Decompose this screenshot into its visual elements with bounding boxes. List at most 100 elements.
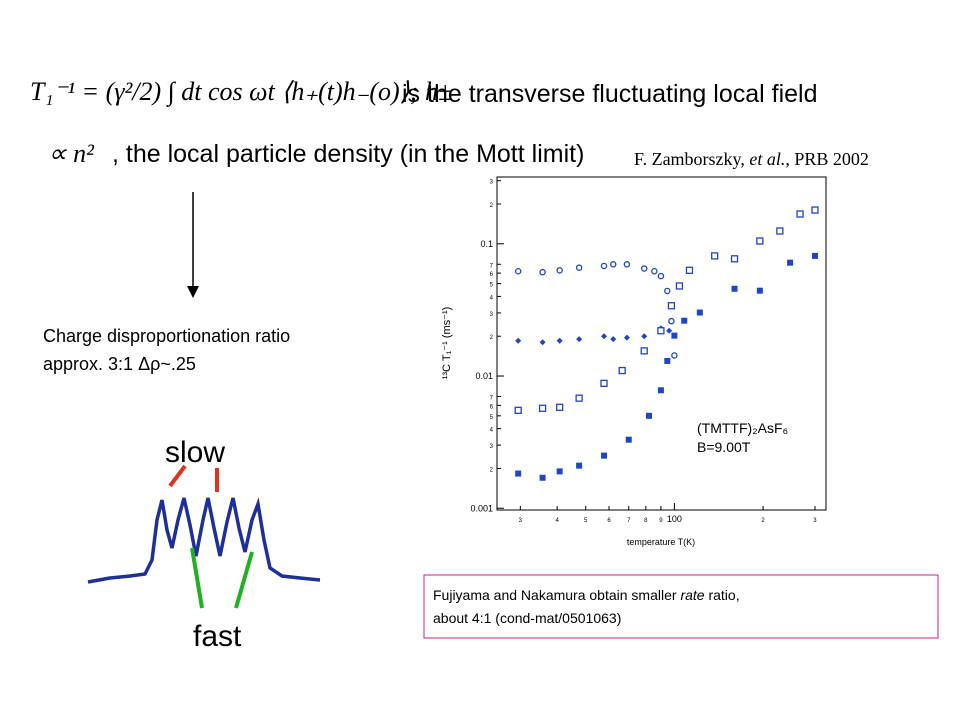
point bbox=[645, 412, 652, 419]
note-part: rate bbox=[680, 587, 704, 603]
point bbox=[640, 265, 648, 272]
point bbox=[787, 259, 794, 266]
arrow-head bbox=[187, 286, 199, 298]
point bbox=[600, 379, 608, 388]
point bbox=[657, 387, 664, 394]
y-tick-label: 3 bbox=[490, 312, 494, 318]
point bbox=[664, 357, 671, 364]
point bbox=[730, 255, 739, 263]
x-tick-label: 2 bbox=[761, 518, 765, 524]
point bbox=[685, 266, 694, 274]
point bbox=[623, 334, 630, 341]
slow-label: slow bbox=[165, 436, 225, 469]
point bbox=[675, 282, 684, 290]
point bbox=[618, 366, 626, 375]
y-tick-label: 3 bbox=[490, 444, 494, 450]
point bbox=[514, 406, 522, 415]
x-tick-label: 3 bbox=[813, 518, 817, 524]
point bbox=[664, 287, 671, 295]
y-tick-label: 5 bbox=[490, 283, 494, 289]
point bbox=[671, 352, 678, 359]
formula-text: , the local particle density (in the Mot… bbox=[112, 140, 584, 168]
point bbox=[625, 436, 632, 443]
plot-frame bbox=[496, 176, 827, 511]
point bbox=[671, 332, 678, 339]
point bbox=[731, 285, 738, 292]
point bbox=[576, 336, 583, 343]
y-tick-label: 7 bbox=[490, 396, 494, 402]
point bbox=[556, 403, 564, 411]
x-tick-label: 4 bbox=[555, 518, 559, 524]
note-part: Fujiyama and Nakamura obtain smaller bbox=[433, 587, 680, 603]
point bbox=[576, 462, 583, 469]
charge-text: Charge disproportionation ratio bbox=[43, 326, 290, 346]
point bbox=[711, 252, 719, 260]
x-tick-label: 100 bbox=[667, 514, 682, 524]
note-text: about 4:1 (cond-mat/0501063) bbox=[433, 610, 621, 626]
y-tick-label: 5 bbox=[490, 415, 494, 421]
point bbox=[601, 452, 608, 459]
formula-text: is the transverse fluctuating local fiel… bbox=[402, 80, 818, 108]
point bbox=[514, 267, 522, 275]
citation-etal: et al. bbox=[749, 149, 785, 169]
formula: ∝ n² bbox=[48, 139, 95, 168]
y-tick-label: 2 bbox=[490, 467, 494, 473]
point bbox=[681, 317, 688, 324]
point bbox=[651, 267, 658, 275]
point bbox=[776, 227, 784, 235]
point bbox=[601, 333, 608, 340]
citation: F. Zamborszky, et al., PRB 2002 bbox=[634, 149, 869, 169]
y-tick-label: 4 bbox=[490, 295, 494, 301]
y-tick-label: 2 bbox=[490, 335, 494, 341]
point bbox=[667, 302, 676, 310]
y-tick-label: 2 bbox=[490, 203, 494, 209]
point bbox=[640, 347, 648, 355]
point bbox=[556, 337, 563, 344]
y-tick-label: 0.001 bbox=[470, 503, 493, 513]
point bbox=[668, 317, 675, 325]
y-tick-label: 3 bbox=[490, 180, 494, 186]
citation-author: F. Zamborszky, bbox=[634, 149, 745, 169]
point bbox=[600, 262, 608, 270]
citation-ref: , PRB 2002 bbox=[785, 149, 869, 169]
point bbox=[756, 287, 763, 294]
x-tick-label: 5 bbox=[584, 518, 588, 524]
point bbox=[796, 210, 804, 218]
formula: T₁⁻¹ = (γ²/2) ∫ dt cos ωt ⟨h₊(t)h₋(o)⟩; … bbox=[30, 77, 452, 107]
chart: 3 4 5 6 7 8 9 100 2 3 0.001 2 3 4 5 6 7 0.01 2 3 4 5 6 7 0.1 2 3 te… bbox=[441, 176, 827, 547]
note-text: Fujiyama and Nakamura obtain smaller rat… bbox=[433, 587, 740, 603]
x-tick-label: 3 bbox=[519, 518, 523, 524]
note-box bbox=[423, 574, 939, 639]
y-tick-label: 6 bbox=[490, 272, 494, 278]
point bbox=[515, 337, 522, 344]
annotation: B=9.00T bbox=[697, 439, 751, 455]
y-tick-label: 7 bbox=[490, 263, 494, 269]
point bbox=[811, 206, 819, 214]
point bbox=[575, 394, 583, 402]
x-tick-label: 7 bbox=[627, 518, 631, 524]
point bbox=[696, 309, 703, 316]
y-tick-label: 0.1 bbox=[480, 239, 493, 249]
slow-marker bbox=[168, 464, 187, 488]
x-tick-label: 8 bbox=[644, 518, 648, 524]
point bbox=[610, 336, 617, 343]
point bbox=[539, 339, 546, 346]
fast-label: fast bbox=[193, 620, 242, 653]
note-part: ratio, bbox=[705, 587, 740, 603]
point bbox=[623, 261, 631, 268]
spectrum-curve bbox=[87, 497, 321, 584]
charge-text: approx. 3:1 Δρ~.25 bbox=[43, 354, 196, 374]
y-tick-label: 4 bbox=[490, 428, 494, 434]
fast-marker bbox=[234, 551, 254, 609]
point bbox=[666, 327, 673, 334]
x-axis-label: temperature T(K) bbox=[627, 537, 695, 547]
point bbox=[657, 272, 665, 280]
point bbox=[609, 261, 617, 268]
point bbox=[556, 267, 563, 274]
point bbox=[538, 404, 547, 412]
y-tick-label: 6 bbox=[490, 404, 494, 410]
point bbox=[657, 327, 665, 335]
point bbox=[539, 268, 546, 276]
point bbox=[575, 264, 583, 271]
